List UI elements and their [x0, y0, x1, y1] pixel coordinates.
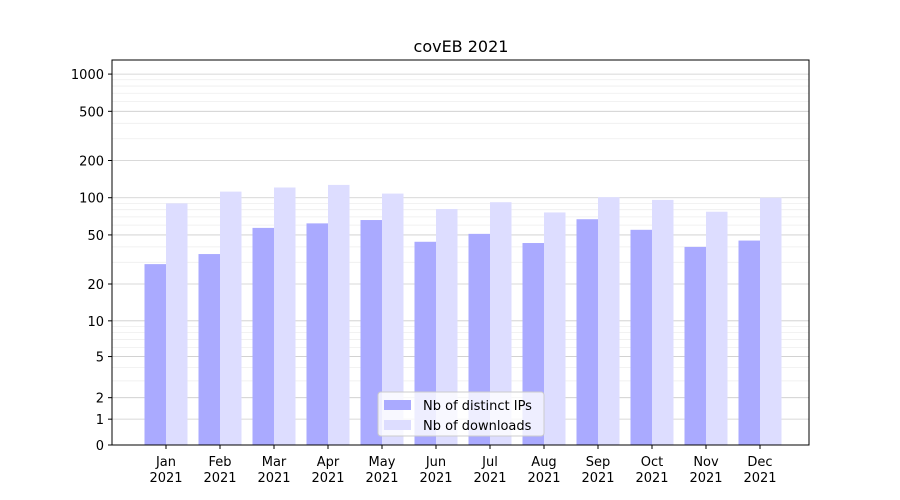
y-tick-label: 1 — [96, 413, 104, 428]
legend-swatch-distinct-ips — [384, 400, 411, 410]
x-tick-label-year: 2021 — [311, 471, 344, 486]
x-tick-label-year: 2021 — [689, 471, 722, 486]
x-tick-label-month: Oct — [641, 455, 663, 470]
bar-downloads — [598, 197, 620, 445]
bar-downloads — [436, 209, 458, 445]
x-tick-label-year: 2021 — [365, 471, 398, 486]
y-tick-label: 2 — [96, 392, 104, 407]
x-axis: Jan2021Feb2021Mar2021Apr2021May2021Jun20… — [149, 445, 777, 486]
bar-downloads — [382, 193, 404, 445]
bar-downloads — [328, 184, 350, 446]
x-tick-label-month: Jul — [481, 455, 498, 470]
y-tick-label: 1000 — [71, 68, 104, 83]
bar-distinct-ips — [738, 240, 760, 445]
bar-downloads — [652, 199, 674, 445]
x-tick-label-month: Dec — [747, 455, 772, 470]
x-tick-label-month: Jun — [425, 455, 446, 470]
x-tick-label-month: May — [369, 455, 396, 470]
bar-distinct-ips — [576, 219, 598, 445]
y-tick-label: 100 — [79, 192, 104, 207]
legend-box — [377, 391, 545, 437]
x-tick-label-year: 2021 — [257, 471, 290, 486]
y-tick-label: 50 — [87, 229, 104, 244]
bar-distinct-ips — [306, 223, 328, 445]
x-tick-label-month: Aug — [531, 455, 556, 470]
y-tick-label: 5 — [96, 351, 104, 366]
bar-downloads — [760, 197, 782, 445]
bar-downloads — [706, 211, 728, 445]
legend-label-distinct-ips: Nb of distinct IPs — [423, 399, 532, 414]
x-tick-label-year: 2021 — [419, 471, 452, 486]
bar-downloads — [490, 202, 512, 445]
x-tick-label-year: 2021 — [581, 471, 614, 486]
chart-title: covEB 2021 — [414, 37, 509, 56]
plot-frame — [111, 59, 810, 446]
y-tick-label: 10 — [87, 315, 104, 330]
x-tick-label-year: 2021 — [743, 471, 776, 486]
x-tick-label-month: Apr — [317, 455, 340, 470]
x-tick-label-month: Jan — [155, 455, 176, 470]
y-axis: 0 1 2 5 10 20 50 100 200 500 1000 — [71, 68, 112, 454]
x-tick-label-year: 2021 — [635, 471, 668, 486]
legend-label-downloads: Nb of downloads — [423, 419, 532, 434]
bar-distinct-ips — [684, 246, 706, 445]
y-tick-label: 20 — [87, 278, 104, 293]
bar-downloads — [166, 203, 188, 445]
x-tick-label-month: Sep — [586, 455, 611, 470]
bar-downloads — [544, 212, 566, 445]
x-tick-label-year: 2021 — [527, 471, 560, 486]
x-tick-label-year: 2021 — [203, 471, 236, 486]
x-tick-label-year: 2021 — [149, 471, 182, 486]
bar-distinct-ips — [630, 229, 652, 445]
x-tick-label-year: 2021 — [473, 471, 506, 486]
y-tick-label: 500 — [79, 105, 104, 120]
y-tick-label: 0 — [96, 439, 104, 454]
x-tick-label-month: Nov — [693, 455, 719, 470]
bar-distinct-ips — [198, 254, 220, 445]
x-tick-label-month: Feb — [208, 455, 231, 470]
bar-distinct-ips — [252, 227, 274, 445]
bar-downloads — [274, 187, 296, 446]
bar-downloads — [220, 191, 242, 445]
legend: Nb of distinct IPs Nb of downloads — [377, 391, 545, 437]
bar-distinct-ips — [360, 220, 382, 445]
x-tick-label-month: Mar — [262, 455, 287, 470]
y-tick-label: 200 — [79, 155, 104, 170]
legend-swatch-downloads — [384, 420, 411, 430]
bar-distinct-ips — [144, 264, 166, 445]
